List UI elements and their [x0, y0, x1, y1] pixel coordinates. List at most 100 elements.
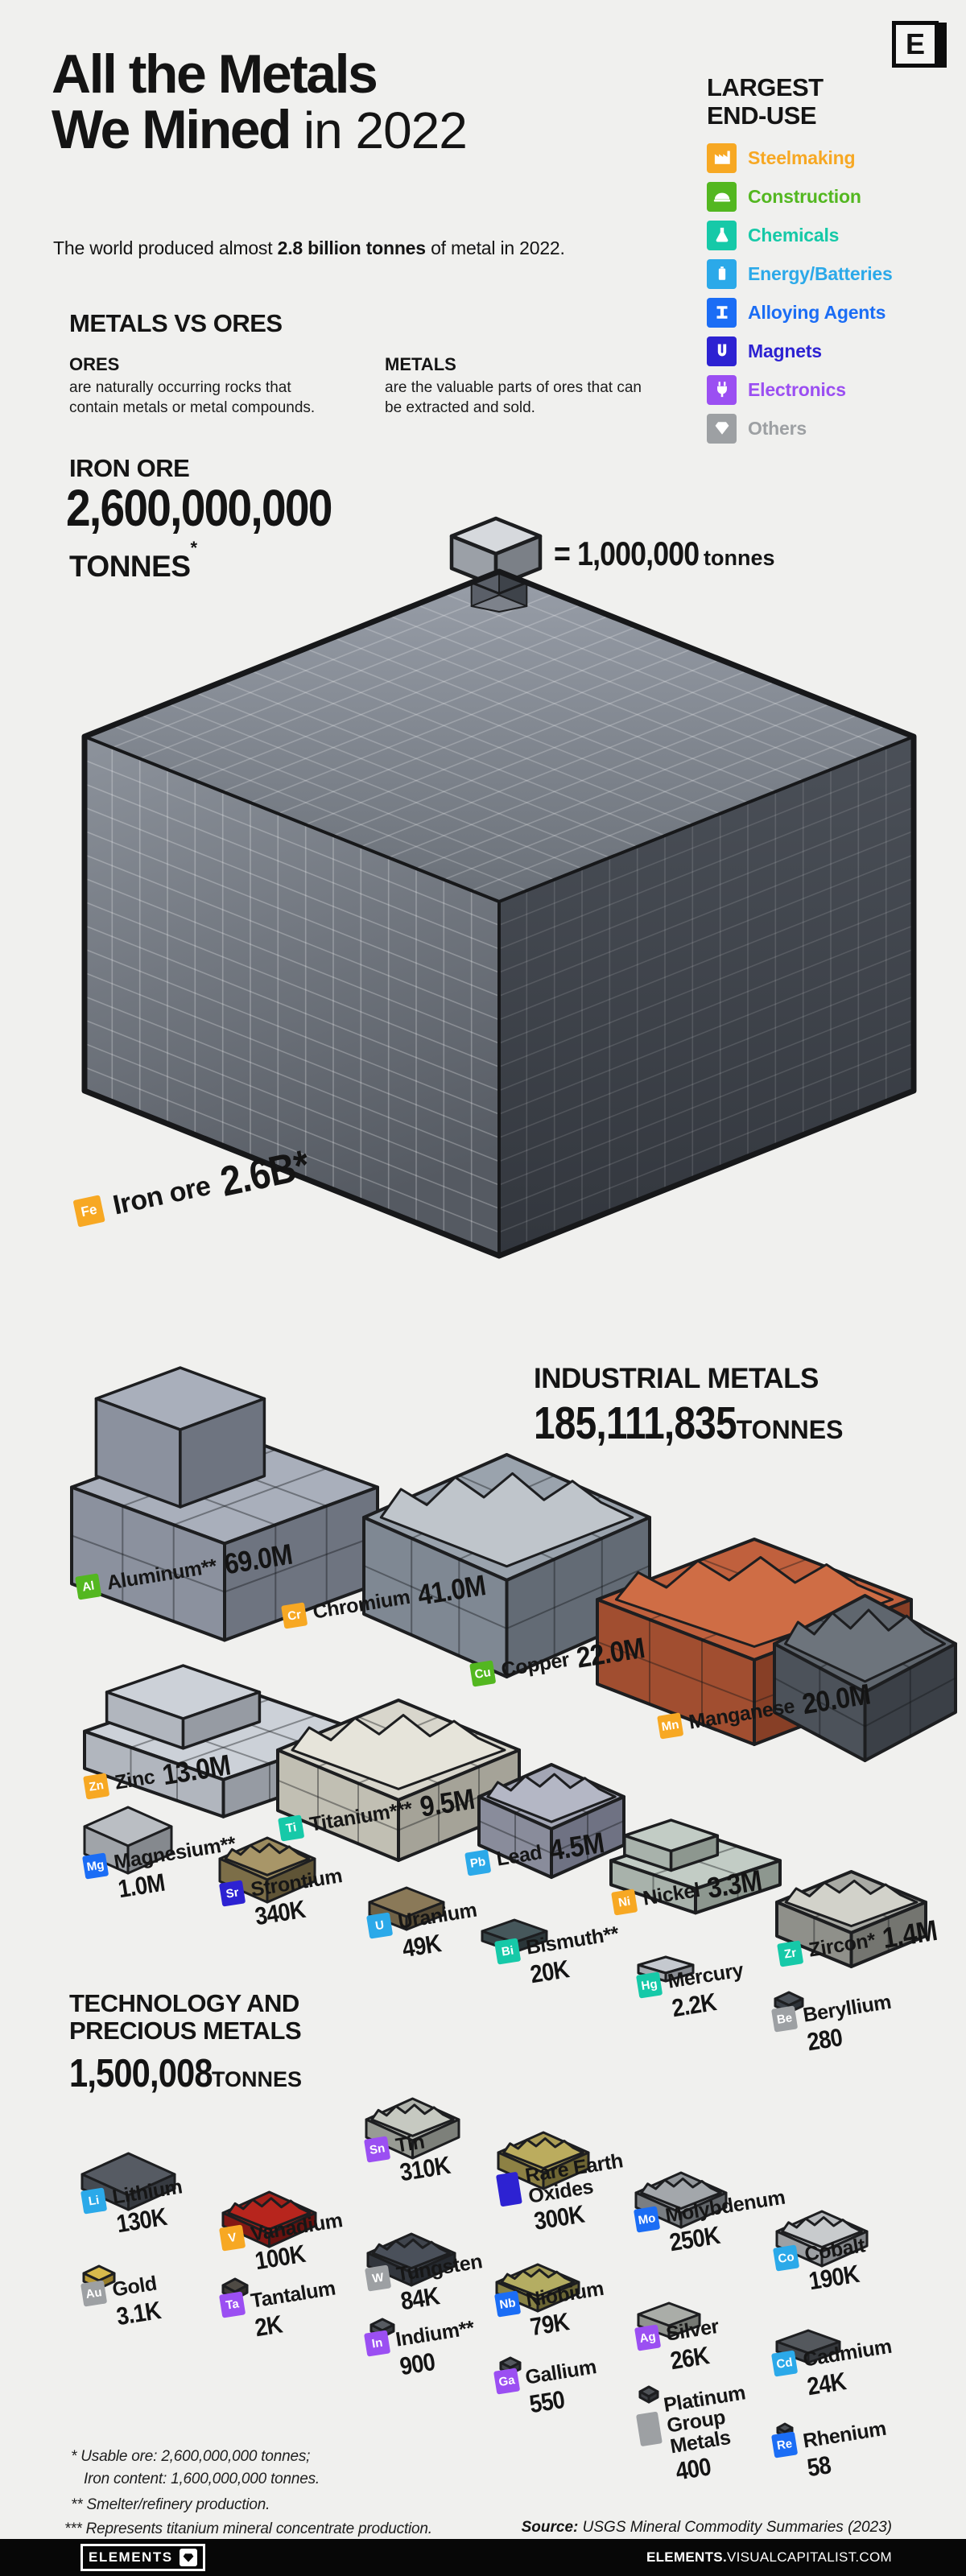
element-symbol-badge-mn: Mn: [657, 1711, 684, 1740]
element-symbol-badge-u: U: [366, 1912, 394, 1939]
element-symbol-badge-zr: Zr: [777, 1939, 804, 1967]
title-line2-rest: in 2022: [290, 101, 468, 160]
iron-ore-asterisk: *: [190, 538, 198, 558]
metal-block-graphic: [634, 2381, 663, 2412]
element-symbol-badge-cr: Cr: [281, 1601, 308, 1629]
metal-name: Tin: [394, 2130, 427, 2157]
metal-value: 84K: [398, 2281, 442, 2316]
metal-value: 250K: [667, 2220, 722, 2257]
subtitle: The world produced almost 2.8 billion to…: [53, 237, 565, 259]
end-use-legend-item-construction: Construction: [707, 181, 948, 212]
metal-value: 58: [805, 2450, 833, 2483]
tech-heading-line1: TECHNOLOGY AND: [69, 1989, 299, 2017]
technology-metals-heading: TECHNOLOGY AND PRECIOUS METALS 1,500,008…: [69, 1989, 303, 2096]
ores-title: ORES: [69, 354, 120, 374]
metal-value: 400: [673, 2452, 713, 2486]
metal-name: Zinc: [113, 1765, 157, 1794]
element-symbol-badge-cd: Cd: [771, 2350, 799, 2377]
metal-block-graphic: [769, 1590, 961, 1770]
end-use-label-others: Others: [748, 417, 807, 439]
ibeam-icon: [707, 297, 737, 328]
metals-definition: METALS are the valuable parts of ores th…: [385, 354, 650, 418]
metals-vs-ores-heading: METALS VS ORES: [69, 309, 283, 337]
element-symbol-badge-nb: Nb: [494, 2290, 522, 2318]
factory-icon: [707, 142, 737, 173]
metal-name: Tantalum: [249, 2277, 337, 2313]
metal-name: Beryllium: [801, 1990, 893, 2027]
source-label: Source:: [521, 2519, 579, 2536]
element-symbol-badge-hg: Hg: [636, 1971, 663, 1999]
element-symbol-badge-ta: Ta: [219, 2291, 246, 2318]
end-use-legend-item-steelmaking: Steelmaking: [707, 142, 948, 173]
element-symbol-badge-w: W: [365, 2264, 392, 2292]
metals-text: are the valuable parts of ores that can …: [385, 379, 642, 416]
metal-value: 49K: [400, 1929, 444, 1963]
footnote-usable-ore: * Usable ore: 2,600,000,000 tonnes; Iron…: [71, 2446, 320, 2490]
industrial-total: 185,111,835: [534, 1397, 737, 1449]
element-symbol-badge-au: Au: [80, 2280, 108, 2307]
metal-block-graphic: [358, 1449, 655, 1686]
metal-label: Au Gold 3.1K: [80, 2271, 168, 2336]
industrial-metals-heading: INDUSTRIAL METALS 185,111,835 TONNES: [534, 1363, 843, 1450]
subtitle-suffix: of metal in 2022.: [425, 237, 565, 258]
element-symbol-badge-ga: Ga: [493, 2368, 521, 2395]
scale-unit: tonnes: [704, 546, 775, 570]
element-symbol-badge-pb: Pb: [464, 1848, 492, 1876]
metal-value: 1.0M: [116, 1868, 167, 1904]
footnote-titanium: *** Represents titanium mineral concentr…: [64, 2520, 432, 2537]
metal-value: 130K: [114, 2202, 169, 2239]
subtitle-prefix: The world produced almost: [53, 237, 278, 258]
iron-ore-cube-graphic: [48, 483, 950, 1276]
element-symbol-badge-sn: Sn: [364, 2136, 391, 2163]
industrial-heading-text: INDUSTRIAL METALS: [534, 1363, 819, 1394]
element-symbol-badge-v: V: [219, 2224, 246, 2252]
end-use-legend-item-alloying: Alloying Agents: [707, 297, 948, 328]
metal-block-graphic: [630, 2167, 732, 2237]
metal-value: 2K: [253, 2310, 284, 2343]
element-symbol-badge-ni: Ni: [611, 1888, 638, 1916]
plug-icon: [707, 374, 737, 405]
source-text: USGS Mineral Commodity Summaries (2023): [578, 2519, 892, 2536]
element-symbol-badge-reo: [495, 2171, 522, 2207]
metals-title: METALS: [385, 354, 456, 374]
title-line1: All the Metals: [52, 43, 378, 105]
metal-block-graphic: [217, 2186, 321, 2256]
metal-name: Rhenium: [801, 2417, 888, 2453]
metal-block-graphic: [66, 1360, 383, 1650]
magnet-icon: [707, 336, 737, 366]
element-symbol-badge-zn: Zn: [83, 1772, 110, 1800]
e-logo-letter: E: [892, 21, 939, 68]
metal-block-graphic: [362, 2228, 460, 2295]
iron-ore-unit-text: TONNES: [69, 550, 191, 583]
metal-block-graphic: [771, 1866, 931, 1976]
end-use-label-chemicals: Chemicals: [748, 224, 840, 246]
end-use-legend-item-electronics: Electronics: [707, 374, 948, 405]
end-use-legend-item-magnets: Magnets: [707, 336, 948, 366]
page-title: All the Metals We Mined in 2022: [52, 43, 468, 160]
metal-block-graphic: [633, 2297, 705, 2347]
ores-text: are naturally occurring rocks that conta…: [69, 379, 316, 416]
industrial-unit: TONNES: [736, 1415, 844, 1444]
element-symbol-badge-sr: Sr: [219, 1880, 246, 1907]
metal-value: 310K: [398, 2150, 452, 2187]
scale-equals: = 1,000,000: [554, 535, 700, 572]
end-use-label-construction: Construction: [748, 185, 861, 207]
tech-unit: TONNES: [212, 2067, 303, 2092]
metal-value: 190K: [807, 2259, 861, 2296]
tech-total: 1,500,008: [69, 2052, 213, 2096]
element-symbol-badge-cu: Cu: [469, 1659, 497, 1687]
footnote1-line2: Iron content: 1,600,000,000 tonnes.: [84, 2470, 320, 2487]
element-symbol-badge-ag: Ag: [634, 2324, 662, 2351]
element-symbol-badge-mo: Mo: [634, 2206, 661, 2233]
visual-capitalist-e-logo: E: [892, 21, 948, 69]
footer-url[interactable]: ELEMENTS.VISUALCAPITALIST.COM: [646, 2549, 892, 2566]
metal-value: 550: [527, 2384, 567, 2419]
footer-url-rest: VISUALCAPITALIST.COM: [726, 2549, 892, 2565]
tech-heading-line2: PRECIOUS METALS: [69, 2017, 302, 2046]
iron-ore-amount: 2,600,000,000: [66, 479, 332, 537]
metal-block-graphic: [364, 1882, 449, 1939]
metal-block-graphic: [272, 1695, 525, 1870]
end-use-legend-item-others: Others: [707, 413, 948, 444]
footnote-smelter: ** Smelter/refinery production.: [71, 2496, 270, 2513]
metal-name: Zircon*: [807, 1928, 877, 1962]
